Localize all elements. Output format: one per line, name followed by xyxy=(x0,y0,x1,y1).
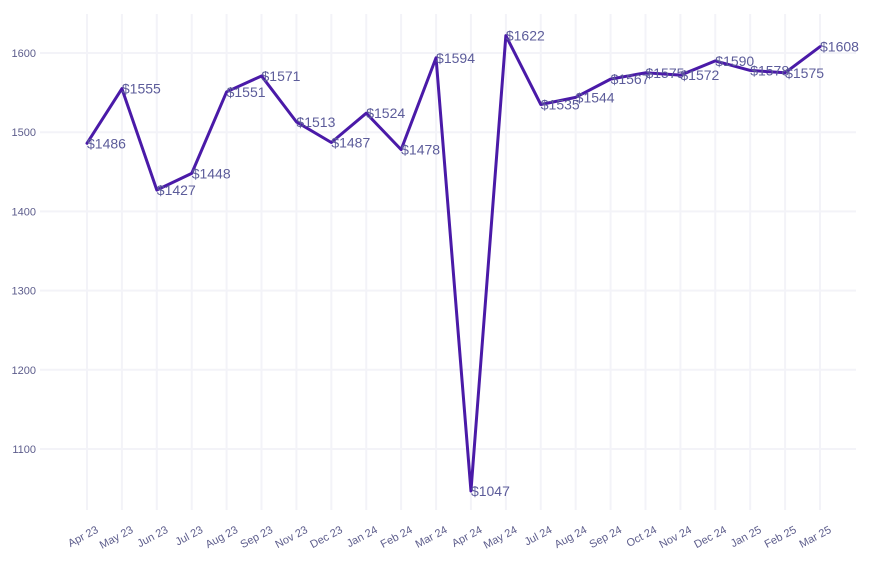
data-label: $1427 xyxy=(157,182,196,198)
x-tick-label: Dec 23 xyxy=(308,524,344,551)
x-tick-label: Sep 24 xyxy=(588,524,624,551)
data-labels: $1486 $1555 $1427$1448 $1551$1571 $1513 $1487… xyxy=(87,28,859,499)
x-tick-label: Sep 23 xyxy=(239,524,275,551)
data-label: $1622 xyxy=(506,28,545,44)
data-label: $1448 xyxy=(192,165,231,181)
y-tick-label: 1300 xyxy=(12,286,36,298)
y-tick-label: 1500 xyxy=(12,127,36,139)
data-label: $1513 xyxy=(296,114,335,130)
y-tick-label: 1100 xyxy=(12,444,36,456)
x-tick-label: Apr 24 xyxy=(450,524,484,550)
x-tick-label: Aug 24 xyxy=(553,524,589,551)
data-label: $1572 xyxy=(680,67,719,83)
data-label: $1567 xyxy=(611,71,650,87)
data-label: $1571 xyxy=(262,68,301,84)
y-tick-label: 1600 xyxy=(12,48,36,60)
x-tick-label: Nov 24 xyxy=(657,524,693,551)
data-label: $1608 xyxy=(820,39,859,55)
x-tick-label: Feb 25 xyxy=(763,524,799,551)
x-tick-label: Aug 23 xyxy=(204,524,240,551)
y-tick-label: 1400 xyxy=(12,206,36,218)
x-tick-label: Mar 25 xyxy=(798,524,834,551)
data-label: $1487 xyxy=(331,134,370,150)
x-tick-label: Jun 23 xyxy=(135,524,170,550)
series-line xyxy=(85,34,822,493)
series-group xyxy=(85,34,822,493)
y-axis-ticks: 1100 1200 1300 1400 1500 1600 xyxy=(12,48,36,456)
data-label: $1551 xyxy=(227,84,266,100)
data-label: $1544 xyxy=(576,89,615,105)
data-label: $1047 xyxy=(471,483,510,499)
x-tick-label: Dec 24 xyxy=(692,524,728,551)
data-label: $1535 xyxy=(541,96,580,112)
x-tick-label: May 24 xyxy=(482,524,519,552)
gridlines xyxy=(40,14,856,510)
data-label: $1590 xyxy=(715,53,754,69)
data-label: $1594 xyxy=(436,50,475,66)
x-tick-label: Apr 23 xyxy=(66,524,100,550)
data-label: $1575 xyxy=(645,65,684,81)
x-tick-label: Feb 24 xyxy=(379,524,415,551)
x-tick-label: Jul 23 xyxy=(174,524,206,548)
x-tick-label: Jan 25 xyxy=(729,524,764,550)
data-label: $1575 xyxy=(785,65,824,81)
x-tick-label: Jul 24 xyxy=(523,524,555,548)
data-label: $1478 xyxy=(401,142,440,158)
x-tick-label: Oct 24 xyxy=(625,524,659,550)
data-label: $1486 xyxy=(87,135,126,151)
x-tick-label: Mar 24 xyxy=(414,524,450,551)
data-label: $1555 xyxy=(122,81,161,97)
x-tick-label: Jan 24 xyxy=(345,524,380,550)
x-tick-label: May 23 xyxy=(98,524,135,552)
data-label: $1578 xyxy=(750,62,789,78)
y-tick-label: 1200 xyxy=(12,365,36,377)
data-label: $1524 xyxy=(366,105,405,121)
x-tick-label: Nov 23 xyxy=(273,524,309,551)
